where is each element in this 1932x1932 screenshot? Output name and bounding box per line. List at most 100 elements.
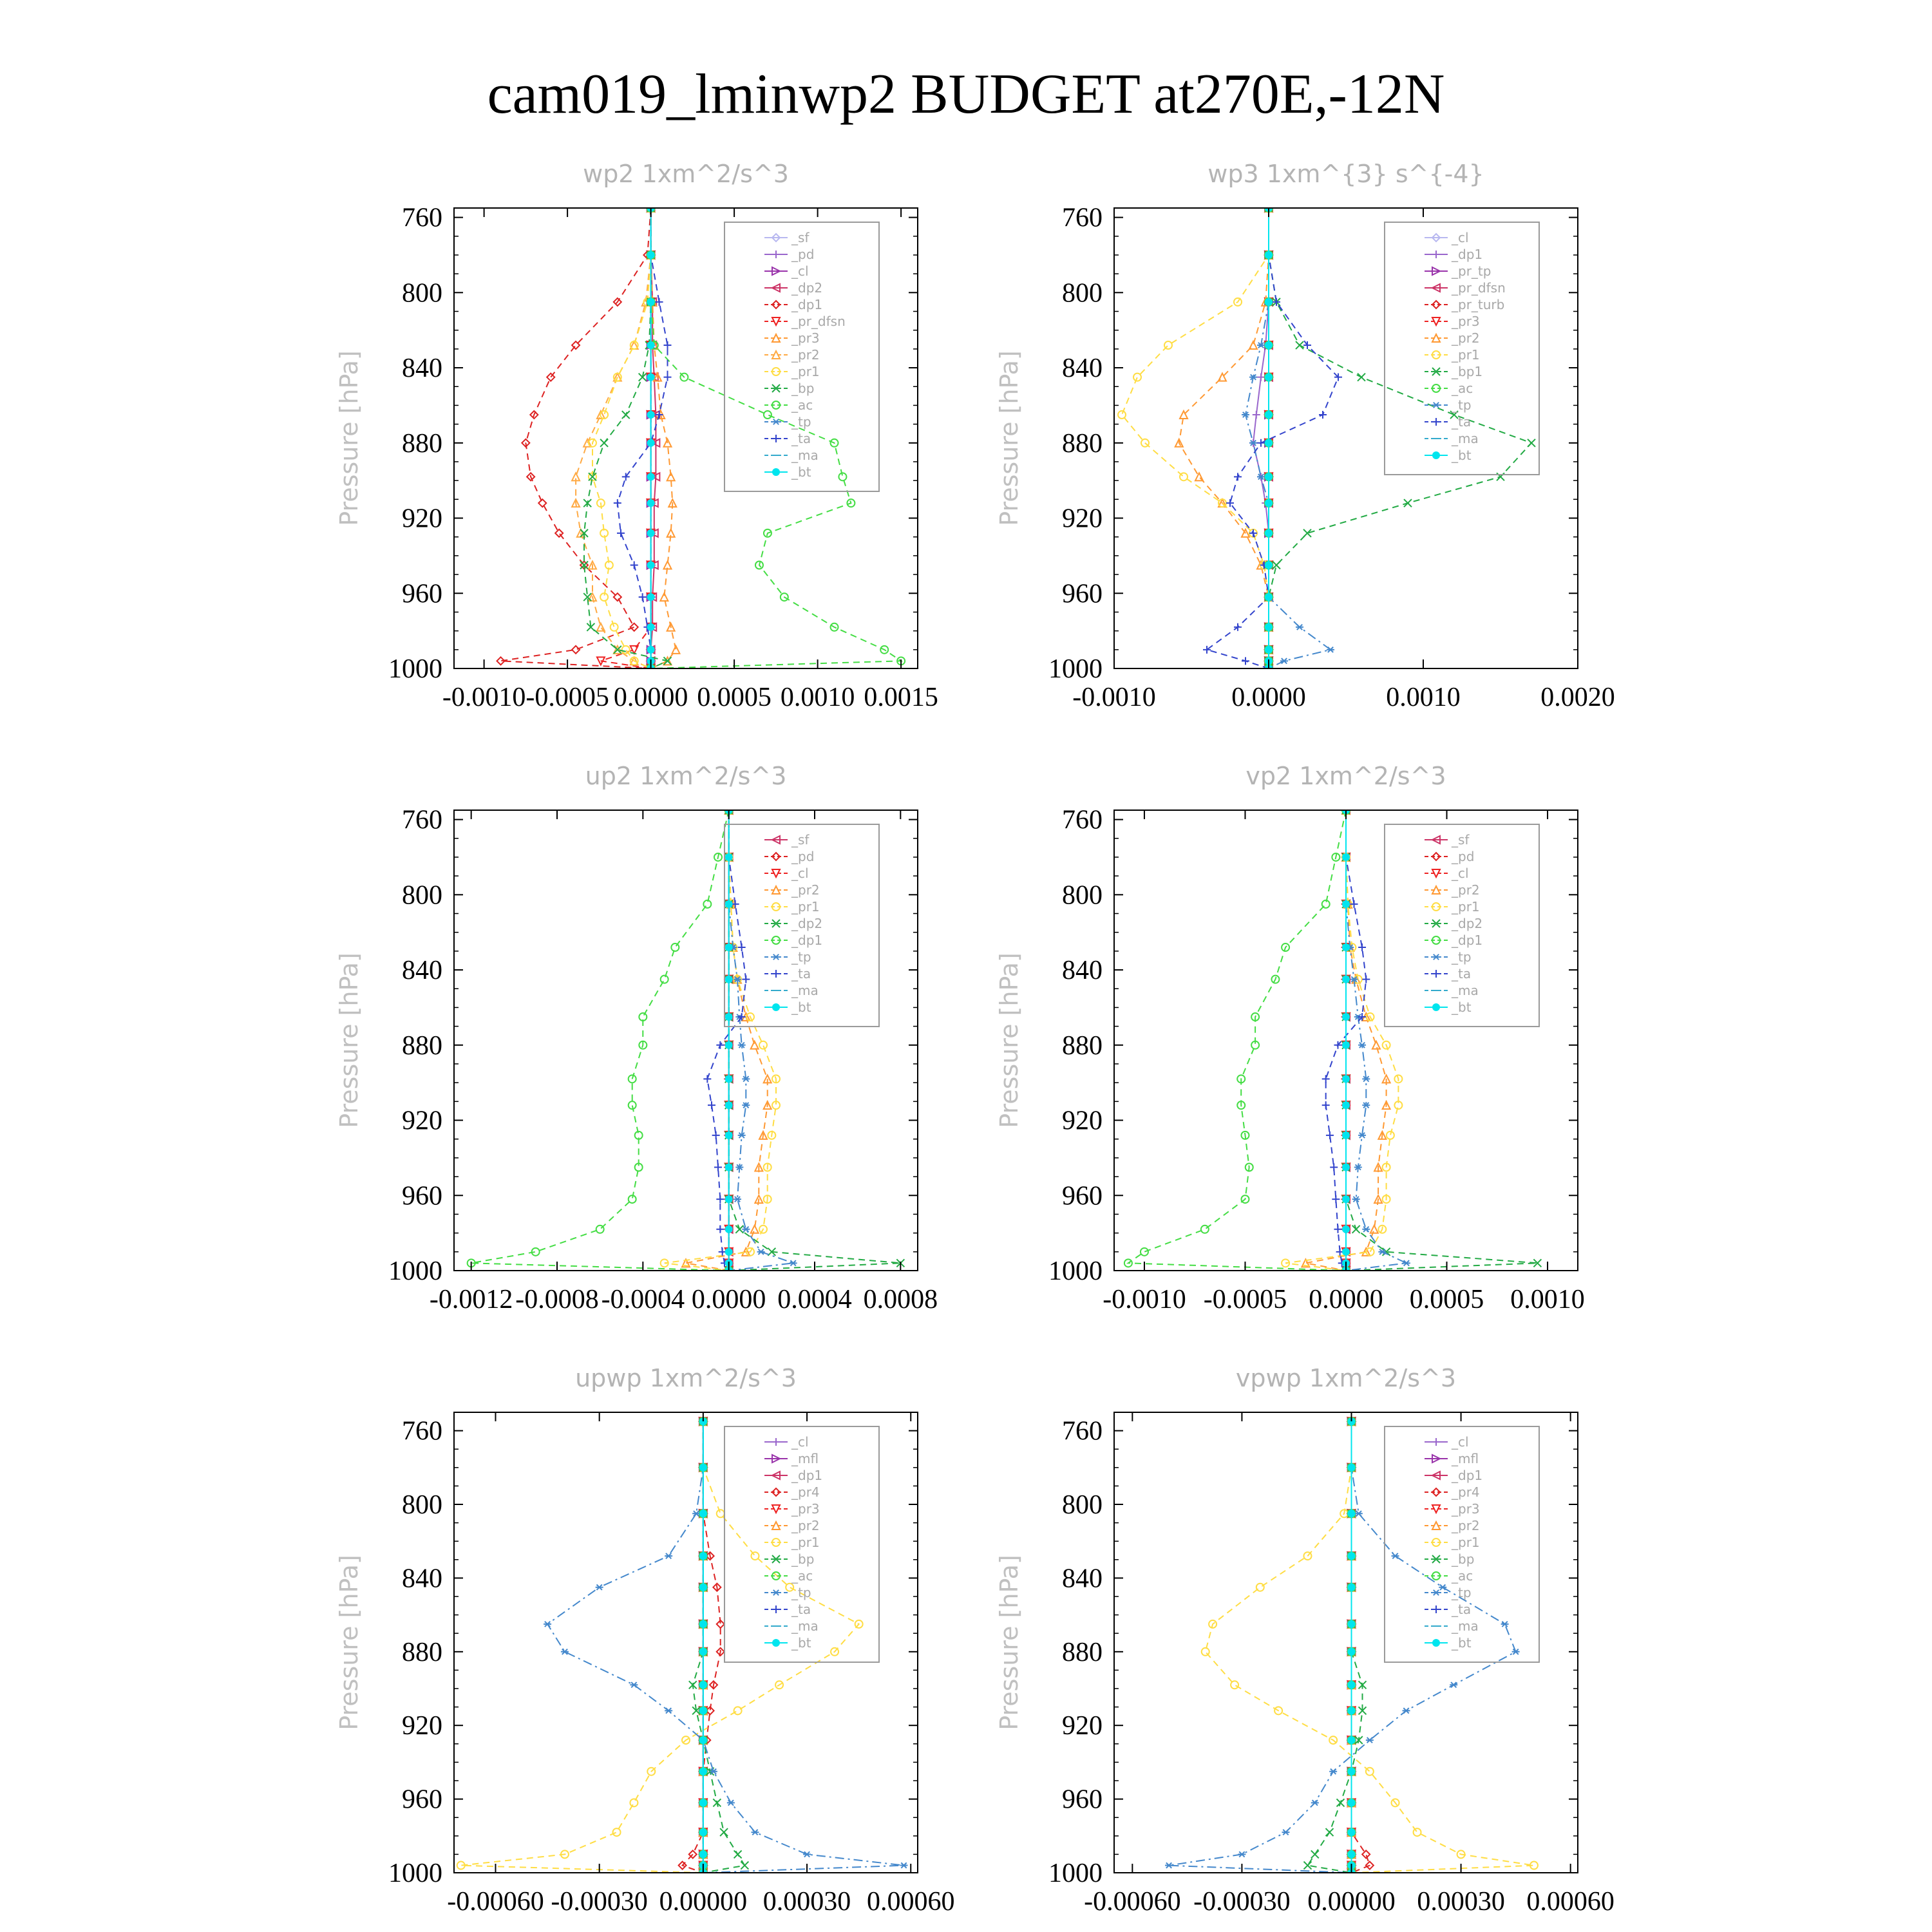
data-point bbox=[582, 437, 592, 448]
data-point bbox=[1200, 1647, 1210, 1656]
legend-entry-label: _pr2 bbox=[791, 1518, 820, 1533]
data-point bbox=[724, 1195, 733, 1204]
data-point bbox=[1439, 1584, 1447, 1591]
data-point bbox=[621, 473, 630, 481]
legend-entry-label: _cl bbox=[1451, 1434, 1469, 1450]
data-point bbox=[1265, 298, 1273, 306]
legend-entry-label: _dp1 bbox=[791, 297, 822, 312]
legend-entry-label: _cl bbox=[791, 866, 809, 881]
legend-marker bbox=[772, 1454, 782, 1464]
series-group bbox=[1123, 810, 1542, 1271]
data-point bbox=[1362, 1102, 1370, 1109]
y-tick-label: 920 bbox=[1062, 1106, 1103, 1136]
data-point bbox=[571, 471, 581, 482]
legend-entry-label: _bt bbox=[1451, 999, 1472, 1015]
data-point bbox=[880, 645, 889, 654]
series-line bbox=[650, 208, 677, 668]
data-point bbox=[665, 1707, 673, 1714]
legend-entry-label: _ac bbox=[791, 397, 813, 413]
data-point bbox=[1280, 658, 1288, 665]
data-point bbox=[1252, 411, 1260, 419]
data-point bbox=[1533, 1258, 1542, 1268]
y-tick-label: 880 bbox=[402, 1031, 442, 1061]
legend-marker bbox=[1431, 317, 1441, 327]
data-point bbox=[670, 644, 681, 654]
data-point bbox=[638, 372, 647, 382]
panel-title: vp2 1xm^2/s^3 bbox=[1245, 762, 1446, 790]
legend-marker bbox=[1432, 1639, 1440, 1647]
data-point bbox=[1347, 1767, 1356, 1776]
data-point bbox=[1527, 439, 1536, 448]
y-tick-label: 920 bbox=[402, 1711, 442, 1741]
data-point bbox=[1331, 852, 1341, 862]
plot-frame bbox=[453, 810, 918, 1271]
data-point bbox=[750, 1039, 760, 1050]
data-point bbox=[838, 472, 848, 482]
data-point bbox=[716, 1195, 724, 1204]
data-point bbox=[1402, 1260, 1410, 1267]
data-point bbox=[1336, 1798, 1345, 1808]
legend-entry-label: _mfl bbox=[1451, 1451, 1479, 1466]
legend-marker bbox=[1431, 1487, 1441, 1497]
legend-entry-label: _ma bbox=[791, 983, 819, 998]
y-tick-label: 960 bbox=[1062, 1785, 1103, 1815]
panel-title: vpwp 1xm^2/s^3 bbox=[1236, 1364, 1456, 1392]
data-point bbox=[1230, 1680, 1240, 1690]
legend-marker bbox=[771, 232, 781, 243]
data-point bbox=[726, 1799, 735, 1806]
data-point bbox=[665, 1553, 673, 1559]
data-point bbox=[712, 1798, 722, 1808]
data-point bbox=[679, 372, 689, 382]
data-point bbox=[1347, 1510, 1356, 1518]
data-point bbox=[1361, 1849, 1371, 1859]
y-tick-label: 880 bbox=[1062, 1031, 1103, 1061]
legend-entry-label: _tp bbox=[1451, 397, 1472, 413]
data-point bbox=[1351, 1225, 1361, 1234]
data-point bbox=[1273, 298, 1280, 306]
data-point bbox=[1334, 373, 1342, 381]
legend-marker bbox=[1432, 919, 1441, 928]
data-point bbox=[1123, 1258, 1133, 1268]
figure-title: cam019_lminwp2 BUDGET at270E,-12N bbox=[488, 63, 1445, 126]
data-point bbox=[647, 623, 655, 631]
data-point bbox=[456, 1861, 466, 1870]
data-point bbox=[677, 1861, 688, 1870]
data-point bbox=[1329, 1768, 1338, 1775]
data-point bbox=[1265, 439, 1273, 447]
y-tick-label: 800 bbox=[1062, 880, 1103, 910]
y-tick-label: 840 bbox=[1062, 1564, 1103, 1593]
legend-entry-label: _pr3 bbox=[1451, 314, 1480, 329]
series-line bbox=[681, 1421, 721, 1873]
x-tick-label: 0.0015 bbox=[864, 683, 938, 712]
data-point bbox=[1342, 1041, 1350, 1049]
series-line bbox=[1268, 208, 1533, 668]
data-point bbox=[754, 560, 764, 570]
data-point bbox=[650, 471, 661, 482]
y-tick-label: 1000 bbox=[1048, 654, 1103, 684]
data-point bbox=[571, 497, 581, 508]
legend-marker bbox=[770, 835, 781, 845]
legend-entry-label: _bp bbox=[791, 1551, 814, 1567]
data-point bbox=[1358, 1680, 1367, 1689]
data-point bbox=[1342, 1195, 1350, 1204]
y-tick-label: 800 bbox=[1062, 1490, 1103, 1520]
legend-marker bbox=[1432, 266, 1442, 276]
data-point bbox=[612, 1828, 621, 1837]
data-point bbox=[1238, 1851, 1246, 1858]
data-point bbox=[775, 1680, 784, 1690]
data-point bbox=[616, 529, 625, 537]
data-point bbox=[716, 1041, 724, 1049]
data-point bbox=[1362, 1226, 1370, 1233]
data-point bbox=[1394, 1101, 1403, 1110]
data-point bbox=[737, 943, 746, 952]
data-point bbox=[742, 1102, 750, 1109]
legend-entry-label: _dp2 bbox=[791, 916, 822, 931]
data-point bbox=[663, 373, 672, 381]
data-point bbox=[600, 528, 609, 538]
data-point bbox=[612, 372, 622, 382]
data-point bbox=[647, 298, 655, 306]
data-point bbox=[1342, 900, 1350, 908]
data-point bbox=[1347, 1736, 1356, 1745]
data-point bbox=[1234, 623, 1242, 631]
legend-marker bbox=[1432, 1589, 1440, 1596]
